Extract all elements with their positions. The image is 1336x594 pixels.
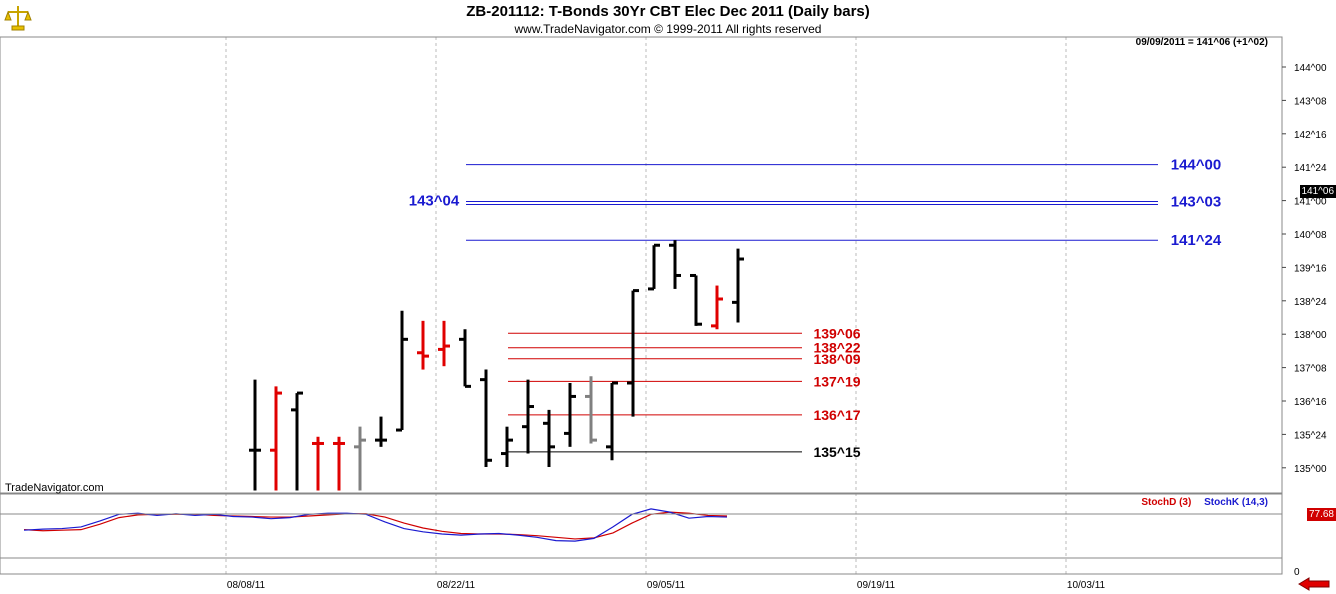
x-tick-label: 08/22/11 (437, 580, 476, 591)
ohlc-bar (669, 240, 681, 289)
ohlc-bars (249, 240, 744, 491)
ohlc-bar (333, 436, 345, 491)
y-tick-label: 137^08 (1294, 364, 1327, 375)
ohlc-bar (606, 381, 618, 461)
ohlc-bar (690, 273, 702, 326)
chart-axes: 08/08/11 08/22/11 09/05/11 09/19/11 10/03/11… (0, 36, 1327, 591)
level-label: 136^17 (813, 407, 860, 423)
y-tick-label: 135^00 (1294, 464, 1327, 475)
ohlc-bar (585, 376, 597, 444)
y-tick-label: 143^08 (1294, 96, 1327, 107)
scroll-left-arrow-icon[interactable] (1298, 577, 1330, 591)
indicator-panel-frame (0, 493, 1283, 575)
ohlc-bar (711, 285, 723, 330)
ohlc-bar (396, 310, 408, 432)
chart-subtitle: www.TradeNavigator.com © 1999-2011 All r… (514, 22, 822, 36)
ohlc-bar (564, 383, 576, 447)
ohlc-bar (375, 416, 387, 447)
ohlc-bar (732, 248, 744, 323)
level-label: 139^06 (813, 325, 860, 341)
indicator-legend: StochD (3) StochK (14,3) (1141, 497, 1268, 508)
y-tick-label: 138^24 (1294, 297, 1327, 308)
y-tick-label: 136^16 (1294, 397, 1327, 408)
level-label: 135^15 (813, 444, 860, 460)
chart-title: ZB-201112: T-Bonds 30Yr CBT Elec Dec 201… (466, 3, 870, 20)
ohlc-bar (480, 369, 492, 467)
ohlc-bar (522, 379, 534, 454)
ohlc-bar (354, 426, 366, 491)
y-tick-label: 135^24 (1294, 430, 1327, 441)
last-price-info: 09/09/2011 = 141^06 (+1^02) (1135, 37, 1268, 48)
ohlc-bar (249, 379, 261, 491)
ohlc-bar (312, 436, 324, 491)
stochk-label: StochK (14,3) (1204, 497, 1268, 508)
y-tick-label: 142^16 (1294, 130, 1327, 141)
level-label: 143^03 (1171, 194, 1221, 211)
level-label: 138^09 (813, 351, 860, 367)
y-tick-label: 138^00 (1294, 330, 1327, 341)
x-tick-label: 09/19/11 (857, 580, 896, 591)
level-label: 138^22 (813, 340, 860, 356)
x-tick-label: 10/03/11 (1067, 580, 1106, 591)
level-lines: 144^00 143^04 143^03 141^24 139^06138^22138^… (409, 157, 1222, 460)
level-label: 144^00 (1171, 157, 1221, 174)
y-tick-label: 140^08 (1294, 230, 1327, 241)
ohlc-bar (291, 391, 303, 491)
last-price-tag: 141^06 (1299, 185, 1336, 198)
level-label: 137^19 (813, 373, 860, 389)
ohlc-bar (270, 386, 282, 491)
trade-navigator-logo-icon (4, 6, 32, 31)
stochd-label: StochD (3) (1141, 497, 1192, 508)
level-label-left: 143^04 (409, 193, 460, 210)
ohlc-bar (648, 243, 660, 291)
indicator-zero-label: 0 (1294, 567, 1300, 578)
x-tick-label: 08/08/11 (227, 580, 266, 591)
price-panel-frame (0, 36, 1283, 494)
ohlc-bar (501, 426, 513, 467)
y-tick-label: 139^16 (1294, 263, 1327, 274)
ohlc-bar (627, 289, 639, 417)
y-tick-label: 144^00 (1294, 63, 1327, 74)
y-tick-label: 141^00 (1294, 197, 1327, 208)
y-tick-label: 141^24 (1294, 163, 1327, 174)
ohlc-bar (459, 329, 471, 388)
stoch-d-line (23, 511, 728, 540)
ohlc-bar (438, 320, 450, 367)
x-tick-label: 09/05/11 (647, 580, 686, 591)
brand-label: TradeNavigator.com (5, 482, 104, 494)
ohlc-bar (417, 320, 429, 370)
indicator-value-tag: 77.68 (1306, 508, 1336, 521)
level-label: 141^24 (1171, 232, 1222, 249)
ohlc-bar (543, 409, 555, 467)
